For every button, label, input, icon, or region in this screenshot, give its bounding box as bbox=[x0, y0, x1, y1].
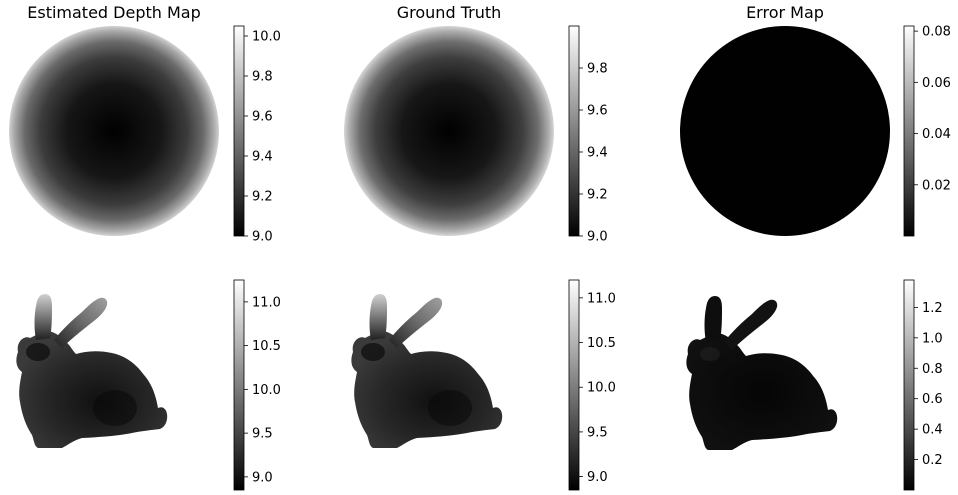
colorbar-tick-label: 10.0 bbox=[252, 383, 281, 398]
colorbar-2: 0.02 0.04 0.06 0.08 bbox=[903, 25, 951, 237]
colorbars: 9.09.29.49.69.810.09.09.29.49.69.80.020.… bbox=[233, 25, 951, 491]
estimated-depth-bunny bbox=[16, 294, 168, 448]
colorbar-tick-label: 9.0 bbox=[587, 470, 608, 485]
colorbar-tick-label: 9.5 bbox=[587, 425, 608, 440]
estimated-depth-sphere bbox=[9, 26, 219, 236]
colorbar-tick-label: 0.06 bbox=[922, 76, 951, 91]
colorbar-tick-label: 9.6 bbox=[587, 104, 608, 119]
colorbar-tick-label: 1.0 bbox=[922, 331, 943, 346]
colorbar-0: 9.0 9.2 9.4 9.6 9.8 10.0 bbox=[233, 25, 281, 245]
colorbar-gradient bbox=[903, 25, 915, 237]
colorbar-tick-label: 10.0 bbox=[252, 30, 281, 45]
colorbar-tick-label: 9.5 bbox=[252, 427, 273, 442]
panel-title-estimated: Estimated Depth Map bbox=[27, 3, 201, 22]
colorbar-4: 9.0 9.5 10.0 10.5 11.0 bbox=[568, 279, 616, 491]
colorbar-gradient bbox=[568, 279, 580, 491]
colorbar-tick-label: 0.6 bbox=[922, 392, 943, 407]
colorbar-tick-label: 9.8 bbox=[252, 70, 273, 85]
colorbar-tick-label: 9.2 bbox=[587, 188, 608, 203]
colorbar-tick-label: 11.0 bbox=[252, 295, 281, 310]
colorbar-tick-label: 10.0 bbox=[587, 381, 616, 396]
colorbar-tick-label: 0.08 bbox=[922, 25, 951, 40]
colorbar-tick-label: 0.02 bbox=[922, 178, 951, 193]
colorbar-tick-label: 10.5 bbox=[587, 336, 616, 351]
colorbar-gradient bbox=[568, 25, 580, 237]
ground-truth-sphere bbox=[344, 26, 554, 236]
colorbar-tick-label: 0.8 bbox=[922, 362, 943, 377]
colorbar-tick-label: 0.2 bbox=[922, 453, 943, 468]
colorbar-tick-label: 0.04 bbox=[922, 127, 951, 142]
ground-truth-bunny bbox=[351, 294, 503, 448]
colorbar-tick-label: 9.6 bbox=[252, 110, 273, 125]
colorbar-tick-label: 9.8 bbox=[587, 62, 608, 77]
panel-title-error: Error Map bbox=[746, 3, 824, 22]
error-map-sphere bbox=[680, 26, 890, 236]
colorbar-5: 0.2 0.4 0.6 0.8 1.0 1.2 bbox=[903, 279, 943, 491]
colorbar-tick-label: 9.4 bbox=[252, 150, 273, 165]
colorbar-tick-label: 9.0 bbox=[252, 230, 273, 245]
colorbar-gradient bbox=[233, 25, 245, 237]
colorbar-gradient bbox=[903, 279, 915, 491]
error-map-bunny bbox=[686, 296, 838, 450]
colorbar-tick-label: 9.0 bbox=[252, 470, 273, 485]
colorbar-3: 9.0 9.5 10.0 10.5 11.0 bbox=[233, 279, 281, 491]
colorbar-tick-label: 9.2 bbox=[252, 190, 273, 205]
colorbar-gradient bbox=[233, 279, 245, 491]
colorbar-tick-label: 0.4 bbox=[922, 423, 943, 438]
colorbar-tick-label: 11.0 bbox=[587, 291, 616, 306]
colorbar-tick-label: 10.5 bbox=[252, 339, 281, 354]
panel-title-ground-truth: Ground Truth bbox=[397, 3, 502, 22]
colorbar-tick-label: 9.0 bbox=[587, 230, 608, 245]
colorbar-tick-label: 9.4 bbox=[587, 146, 608, 161]
colorbar-tick-label: 1.2 bbox=[922, 301, 943, 316]
colorbar-1: 9.0 9.2 9.4 9.6 9.8 bbox=[568, 25, 608, 245]
